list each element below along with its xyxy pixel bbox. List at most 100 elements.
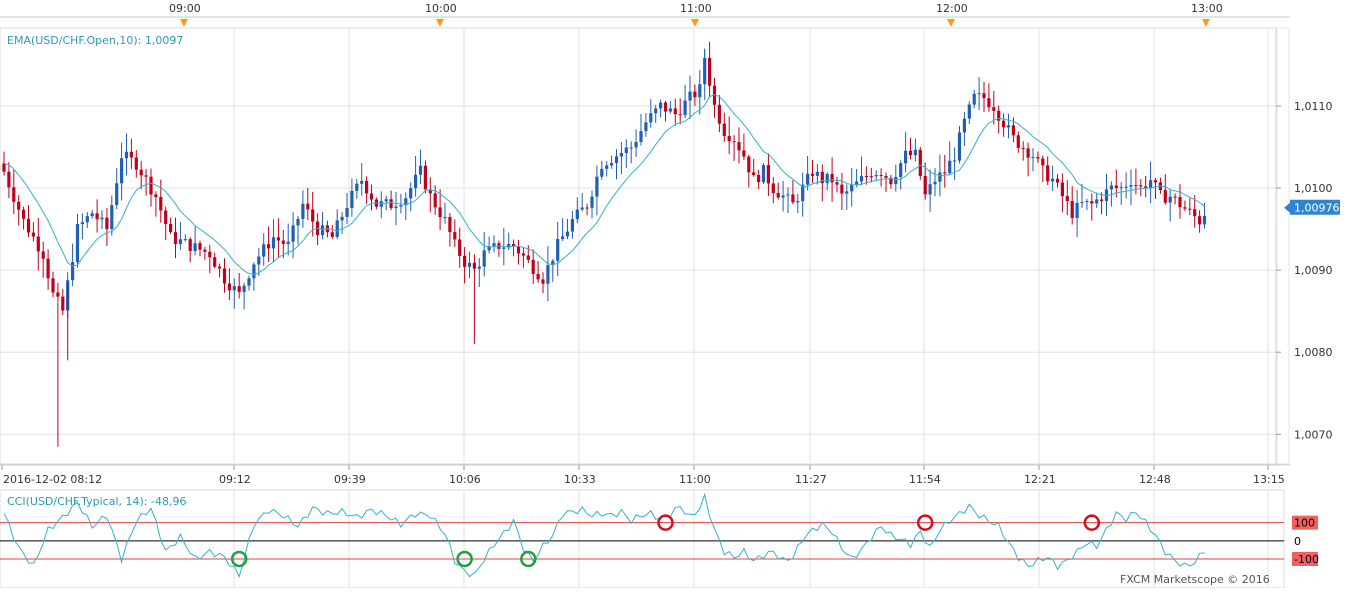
bull-candle — [467, 251, 472, 279]
bear-candle — [820, 164, 824, 202]
bear-candle — [428, 177, 432, 213]
bear-candle — [1060, 173, 1064, 213]
candle-body — [953, 160, 957, 162]
candle-body — [213, 257, 217, 267]
candle-body — [997, 110, 1001, 121]
bear-candle — [139, 160, 143, 190]
bear-candle — [203, 246, 207, 260]
candle-body — [193, 243, 197, 251]
time-tick-label: 2016-12-02 08:12 — [3, 473, 102, 486]
candle-body — [1129, 185, 1133, 187]
bull-candle — [252, 262, 256, 291]
candle-body — [482, 250, 486, 267]
candle-body — [159, 197, 163, 211]
candle-body — [149, 176, 153, 195]
bull-candle — [477, 258, 481, 287]
bull-candle — [859, 156, 864, 186]
candle-body — [46, 258, 50, 279]
candle-body — [271, 237, 276, 249]
bear-candle — [987, 83, 991, 112]
candle-body — [962, 118, 966, 133]
bull-candle — [894, 164, 898, 192]
price-gridlines — [0, 28, 1276, 463]
bear-candle — [472, 254, 476, 272]
price-tick-label: 1,0070 — [1294, 428, 1333, 441]
top-time-label: 12:00 — [936, 2, 968, 15]
candle-body — [330, 232, 334, 237]
candle-body — [262, 244, 266, 257]
candle-body — [173, 232, 178, 244]
price-candles — [2, 41, 1207, 447]
candle-body — [801, 184, 805, 202]
bull-candle — [178, 221, 182, 250]
candle-body — [90, 213, 94, 217]
top-time-label: 11:00 — [680, 2, 712, 15]
candle-body — [796, 201, 800, 203]
candle-body — [360, 180, 364, 184]
bear-candle — [673, 98, 677, 126]
bear-candle — [134, 149, 138, 178]
candle-body — [938, 172, 942, 182]
bull-candle — [1051, 165, 1055, 191]
bull-candle — [565, 218, 570, 240]
candle-body — [335, 220, 339, 237]
bear-candle — [1055, 174, 1060, 188]
candle-body — [776, 193, 780, 198]
candle-body — [203, 249, 207, 252]
candle-body — [717, 104, 721, 124]
time-tick-label: 13:15 — [1253, 473, 1285, 486]
bull-candle — [899, 160, 903, 190]
candle-body — [1173, 196, 1177, 198]
bear-candle — [389, 190, 393, 211]
candle-body — [703, 57, 707, 85]
candle-body — [629, 147, 633, 149]
bear-candle — [227, 268, 231, 301]
candle-body — [41, 251, 45, 259]
bull-candle — [928, 169, 932, 212]
bull-candle — [624, 139, 628, 169]
bear-candle — [463, 247, 467, 284]
bull-candle — [1085, 199, 1089, 210]
price-axis: 1,0110 1,0100 1,0090 1,0080 1,0070 — [1276, 100, 1333, 441]
sell-signal-marker — [1083, 514, 1101, 531]
bear-candle — [1144, 175, 1148, 198]
candle-body — [1011, 125, 1015, 136]
price-tick-label: 1,0080 — [1294, 346, 1333, 359]
bull-candle — [614, 149, 619, 180]
candle-body — [188, 239, 192, 251]
bull-candle — [71, 243, 75, 287]
bull-candle — [242, 282, 246, 310]
bull-candle — [551, 259, 555, 282]
bear-candle — [752, 158, 756, 177]
candle-body — [507, 243, 511, 248]
candle-body — [301, 203, 305, 219]
candle-body — [178, 239, 182, 244]
candle-body — [257, 256, 261, 265]
bull-candle — [761, 163, 766, 185]
bull-candle — [698, 70, 702, 115]
candle-body — [26, 218, 31, 233]
bear-candle — [95, 199, 99, 233]
candle-body — [982, 93, 986, 99]
candle-body — [722, 123, 726, 136]
candle-body — [874, 175, 878, 177]
candle-body — [957, 132, 962, 161]
bear-candle — [12, 169, 16, 215]
candle-body — [115, 183, 119, 206]
candle-body — [605, 165, 609, 169]
bull-candle — [874, 170, 878, 181]
bull-candle — [801, 172, 805, 217]
candle-body — [561, 236, 565, 240]
bull-candle — [1149, 161, 1153, 204]
candle-body — [95, 213, 99, 220]
bear-candle — [835, 176, 839, 193]
cci-tick-label: -100 — [1294, 553, 1319, 566]
candle-body — [913, 149, 917, 156]
bear-candle — [281, 229, 285, 259]
candle-body — [1198, 216, 1202, 225]
candle-body — [541, 279, 545, 284]
candle-body — [448, 217, 452, 233]
bear-candle — [717, 95, 721, 133]
candle-body — [1002, 120, 1006, 128]
